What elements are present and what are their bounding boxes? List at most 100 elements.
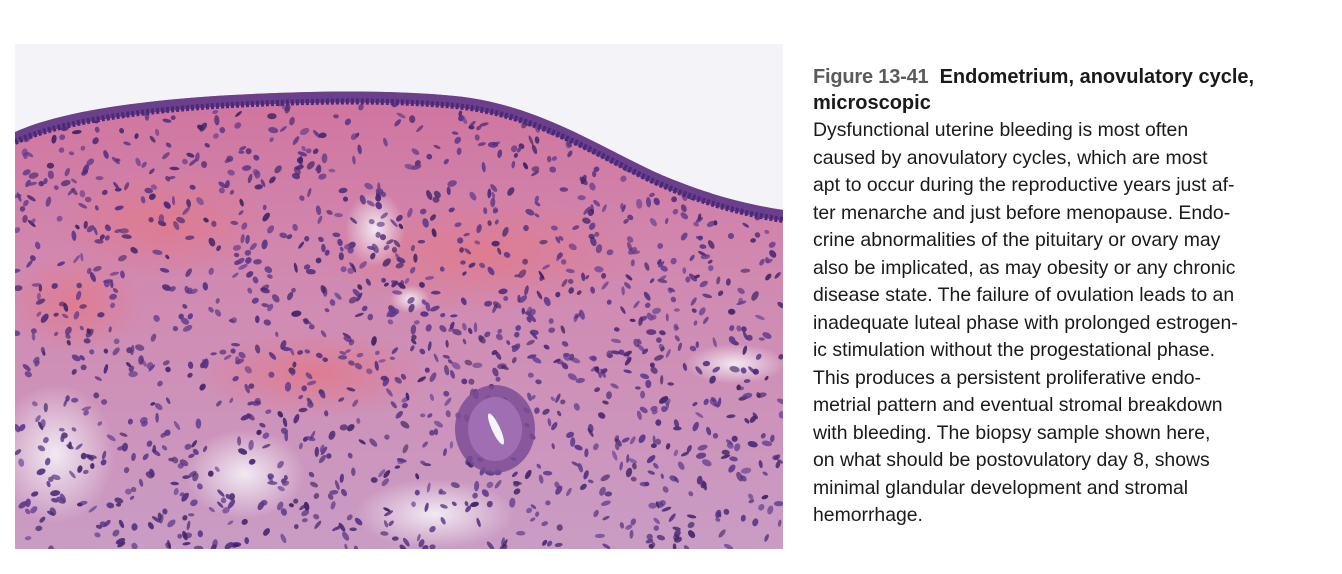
stromal-nucleus [259,422,266,428]
stromal-nucleus [230,220,239,225]
stromal-nucleus [86,158,95,166]
stromal-nucleus [333,114,339,119]
stromal-nucleus [263,319,272,326]
stromal-nucleus [390,401,397,409]
stromal-nucleus [71,354,81,362]
stromal-nucleus [380,375,388,381]
stromal-nucleus [169,286,176,292]
stromal-nucleus [443,158,449,165]
stromal-nucleus [672,543,677,549]
stromal-nucleus [534,195,539,203]
stromal-nucleus [556,360,564,365]
stromal-nucleus [573,313,579,323]
stromal-nucleus [446,186,451,196]
stromal-nucleus [627,214,634,221]
stromal-nucleus [148,193,156,200]
stromal-nucleus [16,192,22,202]
stromal-nucleus [433,353,439,363]
stromal-nucleus [514,331,520,338]
stromal-nucleus [697,444,708,451]
stromal-nucleus [103,150,109,159]
stromal-nucleus [410,345,415,352]
stromal-nucleus [492,208,499,214]
stromal-nucleus [748,499,755,504]
stromal-nucleus [567,278,574,284]
stromal-nucleus [433,420,444,428]
stromal-nucleus [202,445,208,453]
stromal-nucleus [172,325,179,332]
stromal-nucleus [99,234,105,240]
stromal-nucleus [119,228,129,234]
stromal-nucleus [589,237,597,247]
stromal-nucleus [623,350,632,357]
stromal-nucleus [230,317,238,324]
stromal-nucleus [59,134,66,141]
stromal-nucleus [706,220,716,227]
stromal-nucleus [511,357,517,364]
stromal-nucleus [151,516,161,523]
stromal-nucleus [241,165,252,171]
stromal-nucleus [89,272,96,282]
stromal-nucleus [185,235,195,240]
stromal-nucleus [454,222,462,228]
stromal-nucleus [73,255,81,264]
stromal-nucleus [334,480,340,491]
stromal-nucleus [144,187,153,194]
stromal-nucleus [186,520,191,531]
stromal-nucleus [297,151,308,157]
stromal-nucleus [149,135,156,143]
stromal-nucleus [429,429,435,436]
stromal-nucleus [640,390,646,399]
stromal-nucleus [391,536,399,541]
stromal-nucleus [445,339,449,348]
stromal-nucleus [317,215,323,224]
stromal-nucleus [152,249,163,255]
stromal-nucleus [695,452,707,459]
stromal-nucleus [95,176,104,181]
stromal-nucleus [594,266,604,273]
stromal-nucleus [181,492,189,502]
stromal-nucleus [777,519,782,527]
stromal-nuclei [15,101,783,549]
stromal-nucleus [422,441,429,448]
stromal-nucleus [542,408,550,415]
stromal-nucleus [567,150,573,158]
stromal-nucleus [386,239,394,245]
stromal-nucleus [59,493,66,503]
stromal-nucleus [738,297,743,305]
stromal-nucleus [750,238,756,243]
stromal-nucleus [220,497,227,504]
stromal-nucleus [628,458,637,464]
stromal-nucleus [131,452,136,462]
stromal-nucleus [292,223,298,231]
stromal-nucleus [566,487,572,497]
stromal-nucleus [685,276,691,283]
stromal-nucleus [579,483,587,491]
stromal-nucleus [755,314,765,320]
stromal-nucleus [727,232,735,240]
stromal-nucleus [267,481,278,485]
stromal-nucleus [47,170,55,180]
stromal-nucleus [315,166,321,171]
stromal-nucleus [467,327,473,335]
stromal-nucleus [247,401,254,406]
stromal-nucleus [637,338,642,345]
stromal-nucleus [224,541,234,549]
stromal-nucleus [58,147,65,153]
stromal-nucleus [342,196,349,202]
stromal-nucleus [101,399,108,405]
stromal-nucleus [117,254,127,262]
stromal-nucleus [318,454,327,464]
stromal-nucleus [624,357,632,366]
stromal-nucleus [422,545,429,549]
stromal-nucleus [778,354,783,360]
stromal-nucleus [756,392,761,399]
stromal-nucleus [575,377,585,384]
stromal-nucleus [353,545,359,549]
stromal-nucleus [633,300,640,309]
caption-line: with bleeding. The biopsy sample shown h… [813,421,1211,444]
stromal-nucleus [124,182,130,191]
stromal-nucleus [655,438,662,445]
caption-line: Dysfunctional uterine bleeding is most o… [813,119,1189,141]
stromal-nucleus [512,481,523,485]
